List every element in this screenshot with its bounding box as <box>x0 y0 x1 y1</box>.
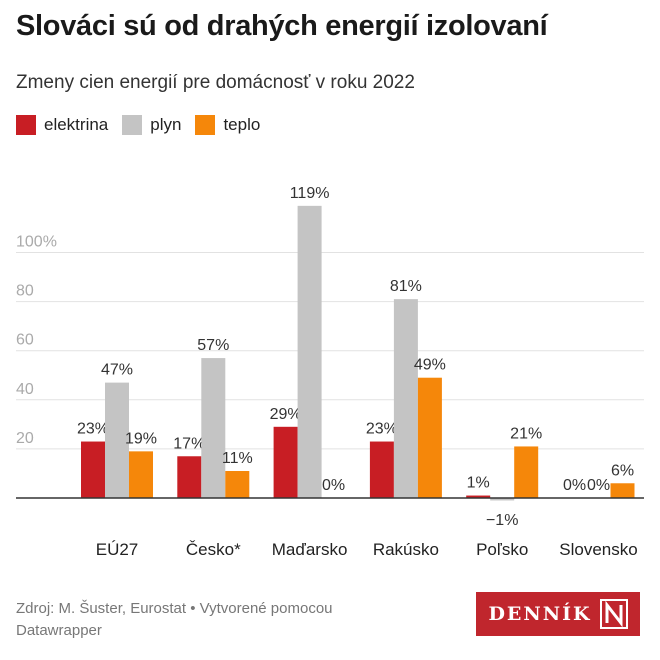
y-tick-label: 20 <box>16 430 34 447</box>
x-category-label: Poľsko <box>476 540 528 559</box>
bar-elektrina <box>466 495 491 498</box>
legend: elektrina plyn teplo <box>16 115 274 135</box>
legend-item-plyn: plyn <box>122 115 181 135</box>
data-label: 11% <box>222 450 253 467</box>
bar-teplo <box>129 451 153 498</box>
bar-elektrina <box>81 441 105 498</box>
legend-swatch <box>195 115 216 135</box>
bar-chart: 20 40 60 80 100% 23% 47% 19% EÚ27 17% 57% 11% Česko*… <box>16 185 644 559</box>
data-label: 0% <box>563 477 586 494</box>
bar-elektrina <box>273 426 298 498</box>
y-tick-label: 100% <box>16 234 57 251</box>
legend-item-teplo: teplo <box>195 115 260 135</box>
bar-elektrina <box>369 441 394 498</box>
data-label: 119% <box>290 185 330 202</box>
legend-item-elektrina: elektrina <box>16 115 108 135</box>
legend-label: elektrina <box>44 115 109 134</box>
data-label: 0% <box>322 477 345 494</box>
chart-title: Slováci sú od drahých energií izolovaní <box>16 10 548 42</box>
source-note: Zdroj: M. Šuster, Eurostat • Vytvorené p… <box>16 600 333 639</box>
bar-teplo <box>417 377 442 498</box>
legend-swatch <box>16 115 36 135</box>
x-category-label: Česko* <box>186 540 241 559</box>
bar-plyn <box>393 299 418 498</box>
data-label: 17% <box>173 435 205 452</box>
n-logo-icon <box>599 599 628 629</box>
bar-teplo <box>225 470 250 498</box>
chart-subtitle: Zmeny cien energií pre domácnosť v roku … <box>16 72 415 93</box>
data-label: 23% <box>366 421 398 438</box>
bar-plyn <box>297 205 322 499</box>
bar-teplo <box>610 483 635 498</box>
data-label: 0% <box>587 477 610 494</box>
x-category-label: Maďarsko <box>272 540 348 559</box>
x-category-label: EÚ27 <box>96 540 139 559</box>
data-label: 57% <box>197 337 229 354</box>
legend-label: teplo <box>223 115 261 134</box>
logo-text: DENNÍK <box>488 603 592 625</box>
data-label: 1% <box>467 475 490 492</box>
data-label: 6% <box>611 462 634 479</box>
data-label: 29% <box>270 406 302 423</box>
x-category-label: Slovensko <box>559 540 637 559</box>
y-tick-label: 80 <box>16 283 34 300</box>
data-label: 21% <box>510 425 542 442</box>
bar-plyn <box>201 358 226 498</box>
bar-elektrina <box>177 456 202 498</box>
x-category-label: Rakúsko <box>373 540 439 559</box>
data-label: 23% <box>77 421 109 438</box>
data-label: 49% <box>414 357 446 374</box>
legend-swatch <box>122 115 143 135</box>
data-label: 19% <box>125 430 157 447</box>
legend-label: plyn <box>150 115 182 134</box>
bar-plyn <box>490 498 515 501</box>
y-tick-label: 60 <box>16 332 34 349</box>
y-tick-label: 40 <box>16 381 34 398</box>
dennik-n-logo[interactable]: DENNÍK <box>476 592 640 636</box>
bar-teplo <box>514 446 539 498</box>
data-label: 81% <box>390 278 422 295</box>
data-label: −1% <box>486 512 518 529</box>
bar-plyn <box>105 382 129 498</box>
data-label: 47% <box>101 362 133 379</box>
